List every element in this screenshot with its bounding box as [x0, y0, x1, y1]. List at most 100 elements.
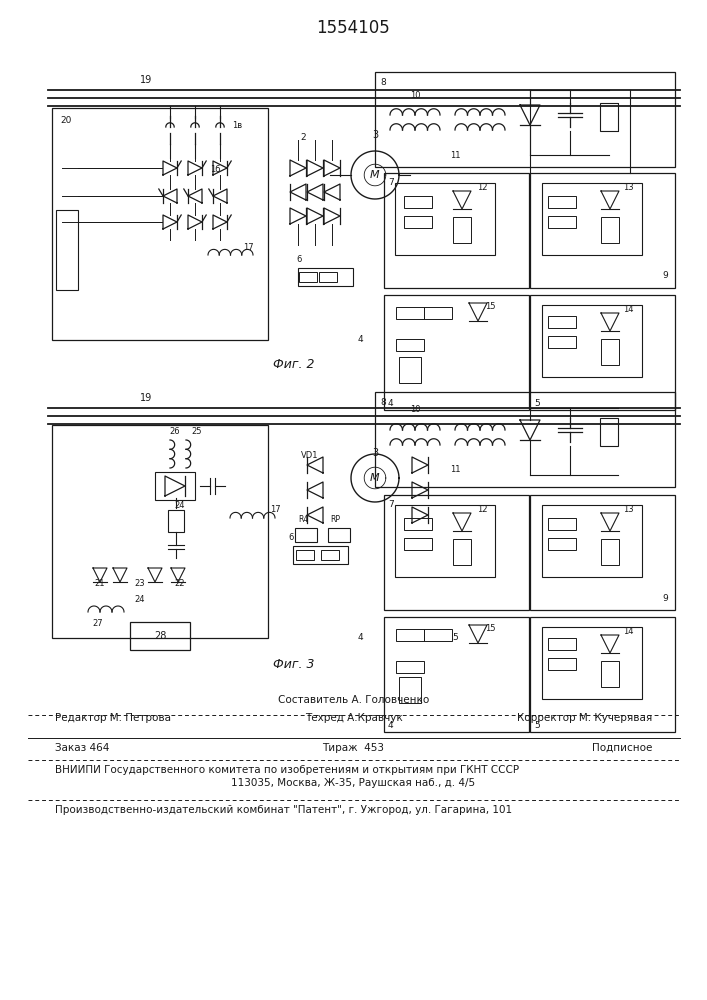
- Text: Фиг. 3: Фиг. 3: [273, 658, 314, 672]
- Bar: [396, 307, 424, 319]
- Bar: [548, 538, 576, 550]
- Text: 3: 3: [372, 448, 378, 458]
- Bar: [404, 538, 432, 550]
- Text: VD1: VD1: [301, 450, 319, 460]
- Text: 15: 15: [485, 302, 496, 311]
- Text: 15: 15: [485, 624, 496, 633]
- Text: 4: 4: [357, 336, 363, 344]
- Bar: [52, 108, 268, 340]
- Bar: [548, 658, 576, 670]
- Bar: [298, 268, 353, 286]
- Text: 25: 25: [191, 428, 201, 436]
- Text: 9: 9: [662, 594, 668, 603]
- Text: 19: 19: [140, 393, 152, 403]
- Text: 14: 14: [624, 627, 634, 636]
- Bar: [299, 272, 317, 282]
- Bar: [548, 638, 576, 650]
- Text: 4: 4: [357, 634, 363, 643]
- Bar: [453, 217, 471, 243]
- Bar: [548, 518, 576, 530]
- Text: 11: 11: [450, 466, 460, 475]
- Text: 23: 23: [135, 580, 146, 588]
- Text: 2: 2: [300, 133, 305, 142]
- Bar: [601, 217, 619, 243]
- Text: 11: 11: [450, 150, 460, 159]
- Text: 13: 13: [624, 183, 634, 192]
- Text: 10: 10: [410, 406, 420, 414]
- Bar: [384, 295, 529, 410]
- Text: 5: 5: [452, 634, 458, 643]
- Text: 6: 6: [288, 534, 293, 542]
- Text: 14: 14: [624, 305, 634, 314]
- Text: 4: 4: [388, 399, 394, 408]
- Bar: [548, 336, 576, 348]
- Bar: [542, 305, 642, 377]
- Bar: [375, 392, 675, 487]
- Bar: [548, 196, 576, 208]
- Text: 113035, Москва, Ж-35, Раушская наб., д. 4/5: 113035, Москва, Ж-35, Раушская наб., д. …: [231, 778, 476, 788]
- Bar: [155, 472, 195, 500]
- Text: Корректор М. Кучерявая: Корректор М. Кучерявая: [517, 713, 652, 723]
- Text: 12: 12: [477, 505, 488, 514]
- Text: 5: 5: [534, 399, 539, 408]
- Text: 10: 10: [410, 91, 420, 100]
- Bar: [384, 173, 529, 288]
- Text: М: М: [370, 170, 380, 180]
- Bar: [424, 629, 452, 641]
- Bar: [319, 272, 337, 282]
- Bar: [542, 505, 642, 577]
- Bar: [395, 505, 495, 577]
- Bar: [396, 339, 424, 351]
- Text: Техред А.Кравчук: Техред А.Кравчук: [305, 713, 402, 723]
- Bar: [600, 103, 618, 131]
- Text: Редактор М. Петрова: Редактор М. Петрова: [55, 713, 171, 723]
- Bar: [321, 550, 339, 560]
- Text: 24: 24: [175, 500, 185, 510]
- Text: 3: 3: [372, 130, 378, 140]
- Bar: [542, 627, 642, 699]
- Text: ВНИИПИ Государственного комитета по изобретениям и открытиям при ГКНТ СССР: ВНИИПИ Государственного комитета по изоб…: [55, 765, 519, 775]
- Text: 7: 7: [388, 500, 394, 509]
- Bar: [328, 528, 350, 542]
- Bar: [453, 539, 471, 565]
- Bar: [295, 528, 317, 542]
- Bar: [293, 546, 348, 564]
- Bar: [424, 307, 452, 319]
- Text: RP: RP: [330, 515, 340, 524]
- Text: 27: 27: [92, 619, 103, 629]
- Bar: [530, 295, 675, 410]
- Bar: [56, 210, 78, 290]
- Text: Составитель А. Головченко: Составитель А. Головченко: [278, 695, 429, 705]
- Text: 22: 22: [175, 580, 185, 588]
- Text: 8: 8: [380, 78, 386, 87]
- Text: 17: 17: [269, 506, 280, 514]
- Bar: [375, 72, 675, 167]
- Text: 12: 12: [477, 183, 488, 192]
- Bar: [52, 425, 268, 638]
- Text: Тираж  453: Тираж 453: [322, 743, 385, 753]
- Text: 24: 24: [135, 595, 145, 604]
- Bar: [542, 183, 642, 255]
- Bar: [395, 183, 495, 255]
- Text: 8: 8: [380, 398, 386, 407]
- Text: Заказ 464: Заказ 464: [55, 743, 110, 753]
- Bar: [399, 357, 421, 383]
- Text: 28: 28: [154, 631, 166, 641]
- Bar: [384, 617, 529, 732]
- Text: 1в: 1в: [232, 120, 242, 129]
- Bar: [384, 495, 529, 610]
- Bar: [130, 622, 190, 650]
- Bar: [399, 677, 421, 703]
- Text: М: М: [370, 473, 380, 483]
- Text: Производственно-издательский комбинат "Патент", г. Ужгород, ул. Гагарина, 101: Производственно-издательский комбинат "П…: [55, 805, 512, 815]
- Text: 17: 17: [243, 243, 253, 252]
- Text: 21: 21: [95, 580, 105, 588]
- Bar: [600, 418, 618, 446]
- Bar: [396, 629, 424, 641]
- Text: 19: 19: [140, 75, 152, 85]
- Text: 1б: 1б: [210, 165, 221, 174]
- Bar: [404, 196, 432, 208]
- Text: 9: 9: [662, 271, 668, 280]
- Bar: [296, 550, 314, 560]
- Text: 13: 13: [624, 505, 634, 514]
